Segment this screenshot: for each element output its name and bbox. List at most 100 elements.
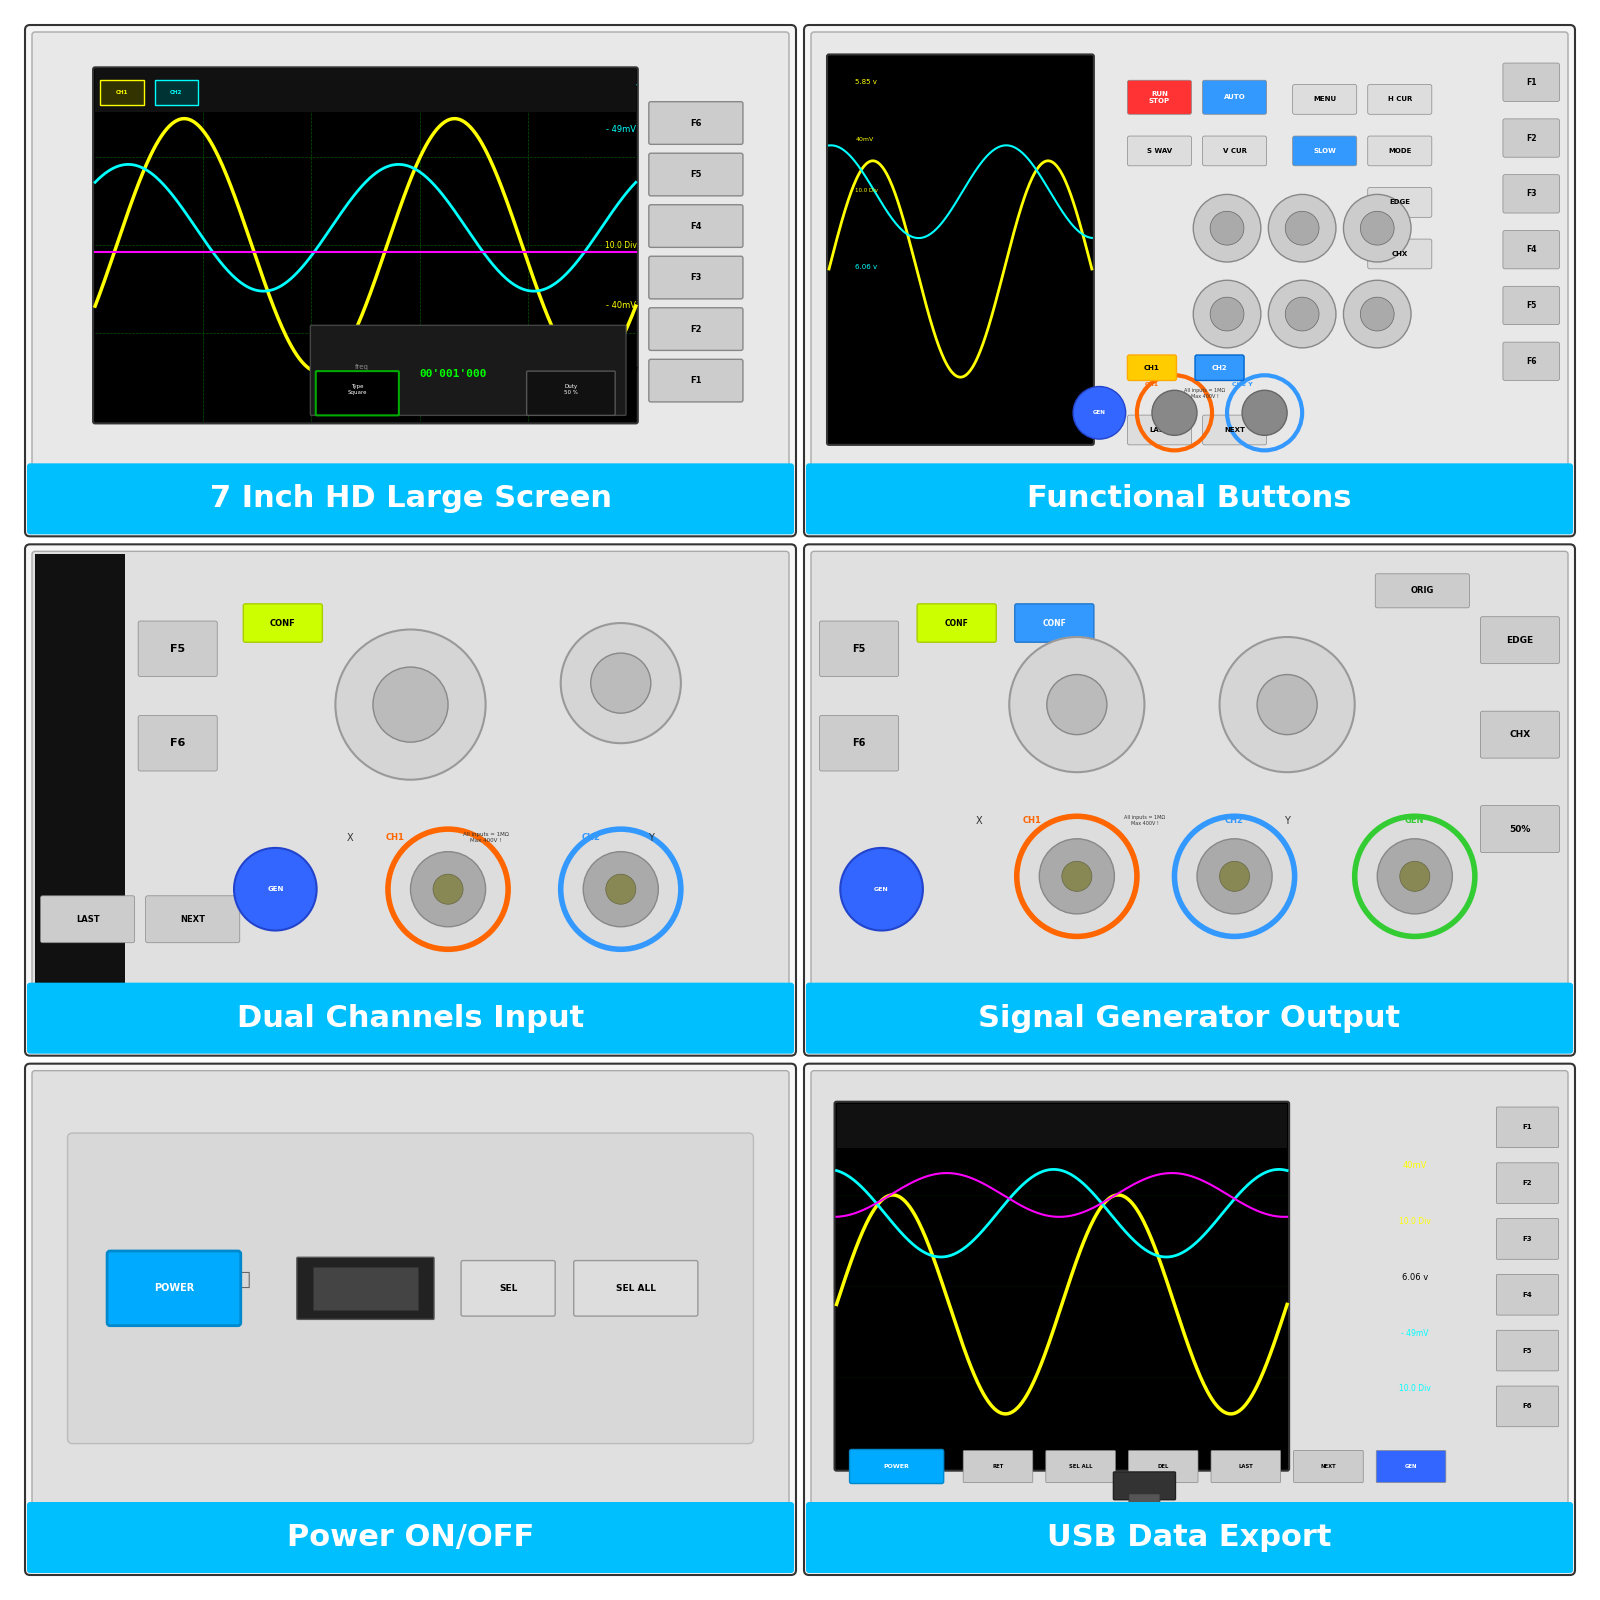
Text: GEN: GEN xyxy=(874,886,890,891)
Text: F3: F3 xyxy=(690,274,701,282)
Text: 10.0 Div: 10.0 Div xyxy=(1398,1218,1430,1226)
Text: CHX: CHX xyxy=(1392,251,1408,258)
Text: Y: Y xyxy=(1285,816,1290,826)
Text: CONF: CONF xyxy=(270,619,296,627)
Text: F4: F4 xyxy=(1523,1291,1533,1298)
Text: SEL: SEL xyxy=(499,1283,517,1293)
Text: F6: F6 xyxy=(690,118,702,128)
Text: 7 Inch HD Large Screen: 7 Inch HD Large Screen xyxy=(210,485,611,514)
Text: USB Data Export: USB Data Export xyxy=(1048,1523,1331,1552)
Text: 40mV: 40mV xyxy=(856,138,874,142)
FancyBboxPatch shape xyxy=(26,1064,797,1574)
Text: F5: F5 xyxy=(170,643,186,654)
FancyBboxPatch shape xyxy=(806,464,1573,534)
Circle shape xyxy=(560,829,682,949)
Text: CH1: CH1 xyxy=(1146,382,1158,387)
FancyBboxPatch shape xyxy=(650,307,742,350)
Circle shape xyxy=(1062,861,1091,891)
Text: GEN: GEN xyxy=(1405,816,1424,826)
Text: 5.85 v: 5.85 v xyxy=(603,365,638,374)
Text: F5: F5 xyxy=(853,643,866,654)
Text: Functional Buttons: Functional Buttons xyxy=(1027,485,1352,514)
Text: F6: F6 xyxy=(853,738,866,749)
FancyBboxPatch shape xyxy=(1496,1330,1558,1371)
Text: F2: F2 xyxy=(1526,133,1536,142)
FancyBboxPatch shape xyxy=(146,896,240,942)
Circle shape xyxy=(1285,298,1318,331)
Text: Signal Generator Output: Signal Generator Output xyxy=(979,1003,1400,1032)
FancyBboxPatch shape xyxy=(819,621,899,677)
FancyBboxPatch shape xyxy=(574,1261,698,1317)
Text: CH1: CH1 xyxy=(1022,816,1042,826)
Circle shape xyxy=(411,851,486,926)
Text: F2: F2 xyxy=(690,325,702,333)
FancyBboxPatch shape xyxy=(155,80,198,104)
FancyBboxPatch shape xyxy=(1368,136,1432,166)
Text: Y: Y xyxy=(648,832,654,843)
FancyBboxPatch shape xyxy=(32,552,789,987)
Text: ⫷: ⫷ xyxy=(240,1270,251,1290)
Circle shape xyxy=(234,848,317,931)
FancyBboxPatch shape xyxy=(650,102,742,144)
Circle shape xyxy=(1210,211,1243,245)
Text: 5.85 v: 5.85 v xyxy=(856,78,877,85)
FancyBboxPatch shape xyxy=(1496,1386,1558,1427)
FancyBboxPatch shape xyxy=(650,205,742,248)
FancyBboxPatch shape xyxy=(1195,355,1245,381)
FancyBboxPatch shape xyxy=(67,1133,754,1443)
FancyBboxPatch shape xyxy=(1014,603,1094,642)
FancyBboxPatch shape xyxy=(1046,1451,1115,1483)
Text: F1: F1 xyxy=(1526,78,1536,86)
Text: F1: F1 xyxy=(1523,1125,1533,1130)
Circle shape xyxy=(1360,298,1394,331)
FancyBboxPatch shape xyxy=(1114,1472,1176,1499)
FancyBboxPatch shape xyxy=(40,896,134,942)
Text: F3: F3 xyxy=(1523,1235,1533,1242)
FancyBboxPatch shape xyxy=(310,325,626,416)
Text: X: X xyxy=(347,832,354,843)
Text: NEXT: NEXT xyxy=(181,915,205,923)
Circle shape xyxy=(1360,211,1394,245)
Text: CONF: CONF xyxy=(944,619,968,627)
Circle shape xyxy=(1040,838,1114,914)
Text: SEL ALL: SEL ALL xyxy=(616,1283,656,1293)
Circle shape xyxy=(1074,387,1126,438)
FancyBboxPatch shape xyxy=(1502,174,1560,213)
FancyBboxPatch shape xyxy=(827,54,1094,445)
Text: F4: F4 xyxy=(690,221,702,230)
FancyBboxPatch shape xyxy=(819,715,899,771)
FancyBboxPatch shape xyxy=(806,982,1573,1054)
Circle shape xyxy=(1152,390,1197,435)
Text: 10.0 Div: 10.0 Div xyxy=(605,242,637,250)
FancyBboxPatch shape xyxy=(805,544,1574,1056)
Circle shape xyxy=(1210,298,1243,331)
FancyBboxPatch shape xyxy=(1203,414,1267,445)
Text: POWER: POWER xyxy=(883,1464,909,1469)
FancyBboxPatch shape xyxy=(963,1451,1032,1483)
FancyBboxPatch shape xyxy=(1496,1163,1558,1203)
FancyBboxPatch shape xyxy=(1293,85,1357,114)
Text: F5: F5 xyxy=(690,170,702,179)
Text: DEL: DEL xyxy=(1157,1464,1170,1469)
Text: CH2: CH2 xyxy=(581,834,600,842)
FancyBboxPatch shape xyxy=(1368,238,1432,269)
FancyBboxPatch shape xyxy=(93,67,638,424)
FancyBboxPatch shape xyxy=(1368,85,1432,114)
FancyBboxPatch shape xyxy=(35,554,125,984)
Circle shape xyxy=(1010,637,1144,773)
FancyBboxPatch shape xyxy=(1128,136,1192,166)
Text: Type
Square: Type Square xyxy=(347,384,366,395)
Text: CH1: CH1 xyxy=(115,90,128,94)
FancyBboxPatch shape xyxy=(1130,1494,1160,1507)
Text: Hz: Hz xyxy=(582,374,590,381)
Text: 6.06 v: 6.06 v xyxy=(603,181,638,190)
Circle shape xyxy=(1285,211,1318,245)
Circle shape xyxy=(1269,280,1336,347)
FancyBboxPatch shape xyxy=(1376,1451,1446,1483)
Text: F3: F3 xyxy=(1526,189,1536,198)
Text: H CUR: H CUR xyxy=(1387,96,1411,102)
Circle shape xyxy=(1344,280,1411,347)
Text: 10.0 Div: 10.0 Div xyxy=(856,187,878,192)
Text: Power ON/OFF: Power ON/OFF xyxy=(286,1523,534,1552)
Circle shape xyxy=(1219,637,1355,773)
